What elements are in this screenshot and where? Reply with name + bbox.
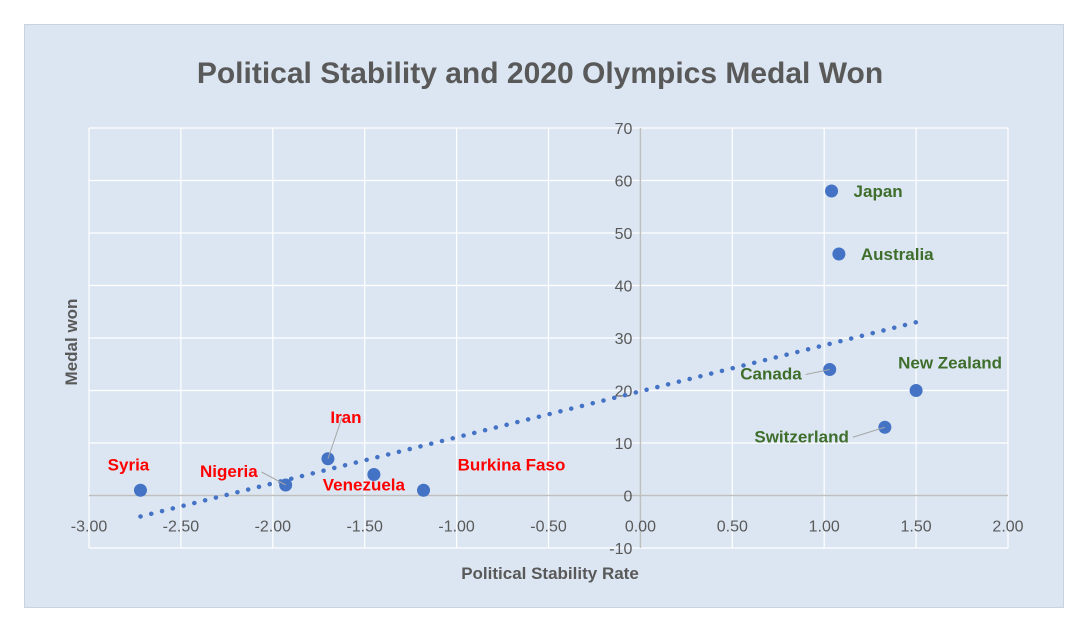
trendline-path xyxy=(138,320,919,519)
y-tick-label: 50 xyxy=(615,226,633,243)
label-burkina-faso: Burkina Faso xyxy=(458,455,566,474)
data-points xyxy=(133,184,923,497)
x-tick-label: -2.50 xyxy=(163,519,200,536)
label-switzerland: Switzerland xyxy=(754,427,848,446)
y-tick-label: 70 xyxy=(615,121,633,138)
data-labels: Syria Nigeria Iran Venezuela Burkina Faso Can… xyxy=(108,182,1002,495)
point-japan xyxy=(825,184,839,198)
point-burkina-faso xyxy=(417,483,431,497)
y-tick-label: 30 xyxy=(615,331,633,348)
point-syria xyxy=(133,483,147,497)
y-axis-title: Medal won xyxy=(62,299,81,386)
leader-line-switzerland xyxy=(852,426,886,438)
point-australia xyxy=(832,247,846,261)
label-venezuela: Venezuela xyxy=(323,476,406,495)
x-tick-label: -2.00 xyxy=(255,519,292,536)
y-tick-label: 0 xyxy=(623,489,632,506)
tick-labels: -3.00 -2.50 -2.00 -1.50 -1.00 -0.50 0.00 0.50 1.… xyxy=(71,121,1024,558)
x-tick-label: 0.50 xyxy=(717,519,748,536)
x-tick-label: -3.00 xyxy=(71,519,108,536)
label-syria: Syria xyxy=(108,455,150,474)
y-tick-label: 40 xyxy=(615,279,633,296)
label-japan: Japan xyxy=(854,182,903,201)
x-tick-label: -1.00 xyxy=(438,519,475,536)
chart-title: Political Stability and 2020 Olympics Me… xyxy=(197,57,883,90)
chart-area: -3.00 -2.50 -2.00 -1.50 -1.00 -0.50 0.00 0.50 1.… xyxy=(24,24,1064,608)
label-iran: Iran xyxy=(330,408,361,427)
label-nigeria: Nigeria xyxy=(200,462,258,481)
x-tick-label: -0.50 xyxy=(530,519,567,536)
leader-line-canada xyxy=(805,369,830,375)
label-canada: Canada xyxy=(740,365,802,384)
leader-line-iran xyxy=(327,417,343,459)
scatter-chart: -3.00 -2.50 -2.00 -1.50 -1.00 -0.50 0.00 0.50 1.… xyxy=(62,57,1024,583)
y-tick-label: -10 xyxy=(609,541,632,558)
label-new-zealand: New Zealand xyxy=(898,354,1002,373)
trendline xyxy=(138,320,919,519)
axes xyxy=(89,128,1008,548)
y-tick-label: 10 xyxy=(615,436,633,453)
x-axis-title: Political Stability Rate xyxy=(461,564,639,583)
x-tick-label: 1.50 xyxy=(901,519,932,536)
x-tick-label: 0.00 xyxy=(625,519,656,536)
x-tick-label: 1.00 xyxy=(809,519,840,536)
point-new-zealand xyxy=(909,384,923,397)
y-tick-label: 60 xyxy=(615,174,633,191)
leader-line-nigeria xyxy=(261,471,286,486)
y-tick-label: 20 xyxy=(615,384,633,401)
x-tick-label: 2.00 xyxy=(992,519,1023,536)
x-tick-label: -1.50 xyxy=(346,519,383,536)
point-venezuela xyxy=(367,468,381,481)
label-australia: Australia xyxy=(861,245,934,264)
